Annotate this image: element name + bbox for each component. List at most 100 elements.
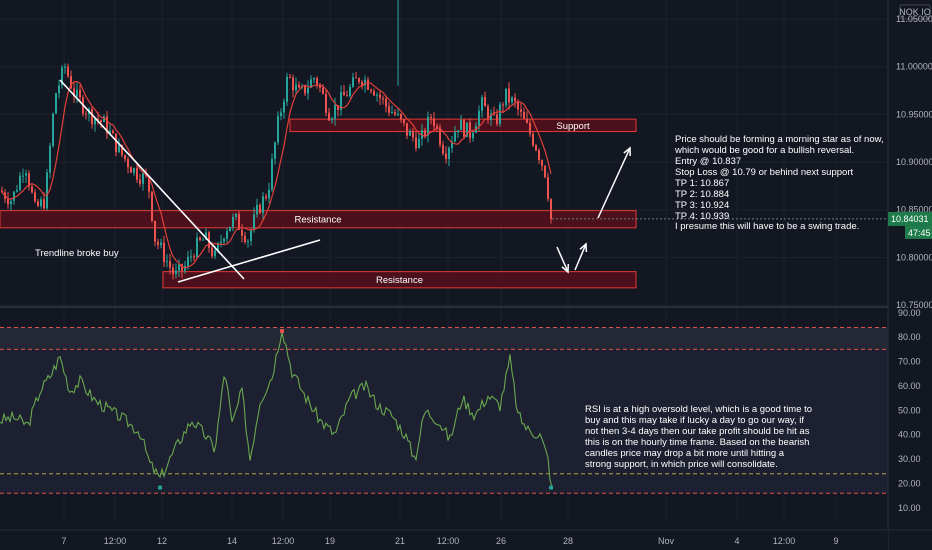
candle-body bbox=[1, 190, 3, 193]
time-tick-label: 19 bbox=[325, 536, 335, 546]
candle-body bbox=[505, 88, 507, 106]
candle-body bbox=[502, 104, 504, 106]
candle-body bbox=[64, 66, 66, 68]
candle-body bbox=[70, 76, 72, 89]
candle-body bbox=[238, 213, 240, 230]
candle-body bbox=[199, 237, 201, 241]
rsi-marker-icon: ■ bbox=[280, 326, 285, 335]
candle-body bbox=[526, 118, 528, 123]
candle-body bbox=[361, 81, 363, 86]
candle-body bbox=[232, 216, 234, 227]
candle-body bbox=[304, 86, 306, 94]
candle-body bbox=[460, 119, 462, 131]
candle-body bbox=[103, 116, 105, 122]
resistance-zone-lower-label: Resistance bbox=[376, 275, 423, 286]
candle-body bbox=[178, 264, 180, 271]
swing-trade-note: I presume this will have to be a swing t… bbox=[675, 221, 860, 232]
candle-body bbox=[520, 109, 522, 112]
candle-body bbox=[286, 76, 288, 102]
candle-body bbox=[46, 172, 48, 209]
candle-body bbox=[541, 160, 543, 166]
rsi-band bbox=[0, 327, 888, 494]
rsi-tick-label: 80.00 bbox=[898, 332, 921, 342]
candle-body bbox=[259, 204, 261, 213]
candle-body bbox=[436, 125, 438, 128]
candle-body bbox=[355, 77, 357, 79]
candle-body bbox=[112, 130, 114, 134]
candle-body bbox=[469, 122, 471, 139]
trendline-note: Trendline broke buy bbox=[35, 248, 119, 259]
candle-body bbox=[163, 242, 165, 262]
candle-body bbox=[34, 192, 36, 202]
candle-body bbox=[517, 101, 519, 110]
candle-body bbox=[79, 89, 81, 98]
candle-body bbox=[481, 97, 483, 111]
rsi-tick-label: 60.00 bbox=[898, 381, 921, 391]
candle-body bbox=[400, 113, 402, 120]
time-tick-label: 14 bbox=[227, 536, 237, 546]
candle-body bbox=[538, 150, 540, 161]
candle-body bbox=[412, 131, 414, 138]
candle-body bbox=[508, 88, 510, 103]
arrow-up-small bbox=[574, 242, 588, 271]
descending-trendline bbox=[59, 79, 245, 280]
candle-body bbox=[490, 113, 492, 120]
candle-body bbox=[322, 87, 324, 94]
candle-body bbox=[247, 240, 249, 242]
candle-body bbox=[55, 93, 57, 114]
candle-body bbox=[196, 237, 198, 258]
candle-body bbox=[85, 113, 87, 115]
candle-body bbox=[370, 89, 372, 92]
candle-body bbox=[409, 131, 411, 136]
arrow-up-large bbox=[597, 146, 631, 219]
candle-body bbox=[148, 175, 150, 192]
candle-body bbox=[229, 226, 231, 232]
trade-plan-note: Price should be forming a morning star a… bbox=[675, 134, 884, 222]
candle-body bbox=[115, 133, 117, 153]
time-axis: 7 12:00 12 14 12:00 19 21 12:00 26 28 Nov 4 12:00 9 bbox=[0, 529, 932, 550]
candle-body bbox=[28, 173, 30, 187]
candle-body bbox=[43, 199, 45, 209]
candle-body bbox=[424, 130, 426, 136]
candle-body bbox=[511, 97, 513, 103]
candle-body bbox=[496, 114, 498, 124]
candle-body bbox=[439, 127, 441, 145]
candle-body bbox=[415, 137, 417, 149]
candle-body bbox=[250, 229, 252, 241]
candle-body bbox=[445, 153, 447, 159]
candle-body bbox=[277, 115, 279, 143]
rsi-line bbox=[0, 332, 553, 488]
candle-body bbox=[358, 78, 360, 82]
candle-body bbox=[403, 119, 405, 124]
candle-body bbox=[397, 113, 399, 115]
candle-body bbox=[136, 168, 138, 180]
candle-body bbox=[157, 241, 159, 246]
time-tick-label: 12:00 bbox=[272, 536, 295, 546]
candle-body bbox=[241, 229, 243, 236]
candle-body bbox=[373, 91, 375, 96]
candle-body bbox=[529, 122, 531, 134]
candle-body bbox=[94, 118, 96, 125]
drawing-tools[interactable] bbox=[59, 79, 888, 283]
candle-body bbox=[220, 241, 222, 244]
candle-body bbox=[253, 214, 255, 230]
candle-body bbox=[25, 173, 27, 176]
countdown-label: 47:45 bbox=[908, 228, 931, 238]
candle-body bbox=[430, 116, 432, 119]
candle-body bbox=[388, 106, 390, 113]
rsi-marker-icon: ■ bbox=[549, 483, 554, 492]
candle-body bbox=[352, 77, 354, 87]
candle-body bbox=[166, 261, 168, 263]
candle-body bbox=[391, 112, 393, 114]
candle-body bbox=[97, 118, 99, 121]
candle-body bbox=[52, 113, 54, 146]
candle-body bbox=[514, 97, 516, 102]
candle-body bbox=[484, 97, 486, 107]
rsi-tick-label: 40.00 bbox=[898, 430, 921, 440]
candle-body bbox=[406, 123, 408, 136]
candle-body bbox=[487, 106, 489, 120]
candle-body bbox=[376, 94, 378, 96]
rsi-overbought-band bbox=[0, 327, 888, 350]
time-tick-label: 12:00 bbox=[437, 536, 460, 546]
